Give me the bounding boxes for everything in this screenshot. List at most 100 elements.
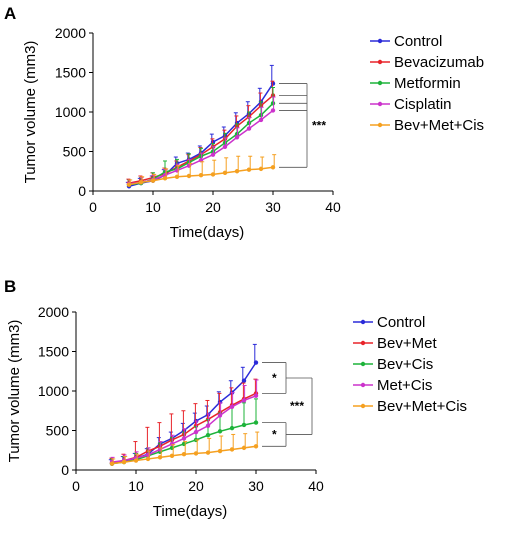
y-tick-label: 0 (78, 183, 86, 199)
data-point (205, 433, 211, 438)
x-tick-label: 10 (145, 199, 161, 215)
data-point (229, 425, 235, 431)
x-tick-label: 0 (89, 199, 97, 215)
legend-swatch-marker (360, 361, 366, 367)
legend-label: Bevacizumab (394, 54, 484, 71)
data-point (246, 126, 252, 131)
data-point (241, 378, 247, 383)
x-tick-label: 40 (308, 478, 324, 494)
data-point (217, 413, 223, 418)
x-tick-label: 20 (188, 478, 204, 494)
legend-swatch-marker (377, 59, 383, 65)
legend-label: Bev+Met+Cis (394, 117, 484, 134)
significance-brackets: ***** (262, 362, 313, 447)
data-point (109, 461, 115, 466)
data-point (205, 423, 211, 428)
x-tick-label: 30 (248, 478, 264, 494)
data-point (210, 172, 216, 177)
x-tick-label: 0 (72, 478, 80, 494)
y-tick-label: 1000 (55, 104, 86, 120)
data-point (253, 393, 259, 398)
y-tick-label: 500 (63, 144, 87, 160)
significance-label: *** (290, 399, 304, 413)
series-bev-met-cis (109, 431, 260, 466)
x-axis-title: Time(days) (170, 224, 244, 241)
data-point (270, 108, 276, 113)
data-point (229, 447, 235, 452)
data-point (234, 169, 240, 174)
x-axis-title: Time(days) (153, 503, 227, 520)
significance-brackets: *** (279, 83, 326, 168)
data-point (138, 180, 144, 185)
significance-label: * (272, 427, 277, 441)
x-tick-label: 20 (205, 199, 221, 215)
data-point (198, 173, 204, 178)
data-point (126, 182, 132, 187)
legend-swatch-marker (377, 38, 383, 44)
legend-label: Bev+Cis (377, 356, 433, 373)
legend-label: Control (394, 33, 442, 50)
data-point (205, 450, 211, 455)
legend-swatch-marker (360, 340, 366, 346)
data-point (193, 451, 199, 456)
x-tick-label: 40 (325, 199, 341, 215)
data-point (258, 166, 264, 172)
data-point (181, 452, 187, 457)
legend-swatch-marker (360, 382, 366, 388)
data-point (210, 152, 216, 157)
data-point (169, 453, 175, 458)
data-point (193, 429, 199, 435)
legend-swatch-marker (377, 101, 383, 107)
legend-swatch-marker (360, 403, 366, 409)
data-point (270, 81, 276, 86)
data-point (270, 101, 276, 106)
data-point (198, 154, 204, 159)
data-point (246, 120, 252, 126)
data-point (241, 422, 247, 428)
y-axis-title: Tumor volume (mm3) (22, 41, 39, 184)
data-point (186, 173, 192, 179)
data-point (253, 360, 259, 365)
data-point (241, 398, 247, 403)
legend-swatch-marker (377, 80, 383, 86)
x-tick-label: 10 (128, 478, 144, 494)
data-point (253, 444, 259, 449)
data-point (150, 178, 156, 183)
y-tick-label: 0 (61, 462, 69, 478)
data-point (133, 458, 139, 463)
data-point (217, 429, 223, 434)
data-point (258, 117, 264, 123)
data-point (270, 165, 276, 170)
legend-label: Cisplatin (394, 96, 452, 113)
y-tick-label: 1000 (38, 383, 69, 399)
data-point (121, 459, 127, 465)
data-point (162, 176, 168, 181)
legend-label: Control (377, 314, 425, 331)
data-point (145, 456, 151, 462)
data-point (258, 112, 264, 118)
data-point (234, 135, 240, 140)
data-point (157, 455, 163, 460)
y-tick-label: 500 (46, 423, 70, 439)
panel-b-chart: 0 500 1000 1500 2000 0 10 20 30 40 Time(days) Tumor… (6, 304, 467, 520)
panel-b-label: B (4, 277, 16, 296)
y-tick-label: 1500 (38, 344, 69, 360)
panel-a-label: A (4, 4, 16, 23)
data-point (253, 420, 259, 425)
data-point (241, 445, 247, 451)
y-tick-label: 2000 (55, 25, 86, 41)
series-line (128, 83, 274, 187)
legend-swatch-marker (377, 122, 383, 128)
data-point (217, 399, 223, 405)
data-point (217, 448, 223, 454)
data-point (174, 174, 180, 179)
legend-label: Bev+Met (377, 335, 437, 352)
panel-a-chart: 0 500 1000 1500 2000 0 10 20 30 40 Time(days) Tumor… (22, 25, 484, 241)
legend-label: Metformin (394, 75, 461, 92)
legend-swatch-marker (360, 319, 366, 325)
series-metformin (126, 87, 276, 187)
y-tick-label: 1500 (55, 65, 86, 81)
series-bev-met-cis (126, 154, 277, 187)
data-point (222, 170, 228, 176)
